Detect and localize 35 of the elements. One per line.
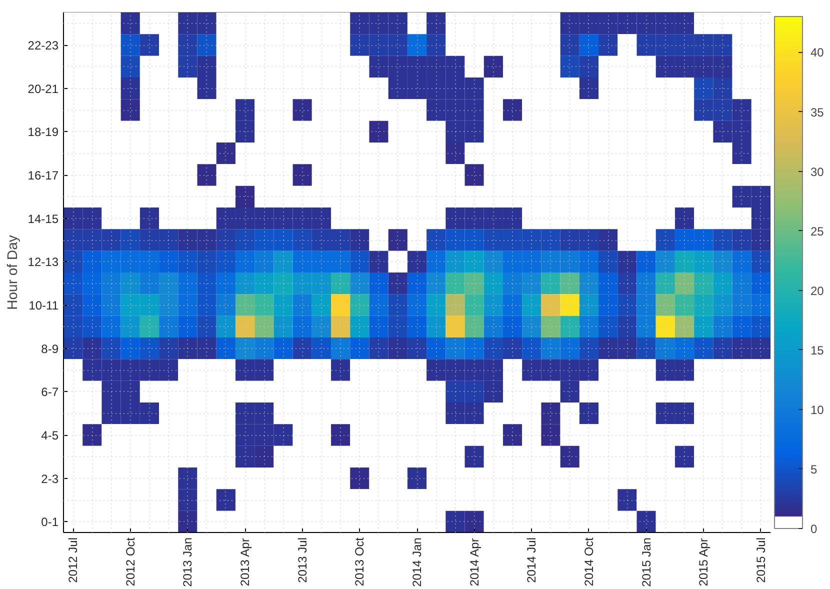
x-tick-label: 2014 Apr — [467, 538, 482, 586]
x-tick-label: 2012 Jul — [66, 537, 80, 583]
y-tick-label: 6-7 — [41, 385, 59, 400]
x-tick-label: 2013 Jul — [295, 537, 310, 583]
y-tick-label: 8-9 — [41, 342, 59, 356]
color-bar-label: 40 — [810, 46, 824, 60]
y-tick-label: 2-3 — [41, 472, 59, 486]
color-bar-label: 35 — [810, 105, 824, 120]
y-tick-label: 14-15 — [28, 212, 59, 226]
y-tick-label: 20-21 — [28, 82, 59, 96]
y-tick-label: 16-17 — [28, 168, 59, 182]
x-tick-label: 2015 Jan — [639, 537, 654, 587]
y-tick-label: 10-11 — [28, 298, 59, 312]
x-tick-label: 2014 Jul — [524, 537, 539, 583]
color-bar-label: 30 — [810, 164, 824, 179]
x-tick-label: 2013 Oct — [352, 536, 367, 586]
y-tick-label: 22-23 — [28, 38, 59, 52]
color-bar-label: 15 — [810, 343, 824, 358]
x-tick-label: 2012 Oct — [123, 536, 138, 586]
y-tick-label: 4-5 — [41, 428, 59, 442]
y-tick-label: 0-1 — [41, 515, 59, 530]
color-bar-label: 25 — [810, 224, 824, 238]
x-tick-label: 2013 Apr — [238, 538, 252, 586]
y-tick-label: 18-19 — [28, 125, 59, 140]
x-tick-label: 2015 Apr — [696, 538, 711, 586]
y-tick-label: 12-13 — [28, 255, 59, 270]
color-bar-label: 10 — [810, 402, 824, 417]
y-axis-title: Hour of Day — [4, 235, 20, 310]
color-bar-label: 20 — [810, 284, 824, 298]
color-bar-label: 0 — [810, 522, 818, 536]
x-tick-label: 2014 Oct — [582, 536, 596, 586]
x-tick-label: 2015 Jul — [754, 537, 768, 583]
x-tick-label: 2014 Jan — [410, 537, 424, 587]
x-tick-label: 2013 Jan — [180, 537, 195, 587]
color-bar-label: 5 — [810, 462, 818, 476]
